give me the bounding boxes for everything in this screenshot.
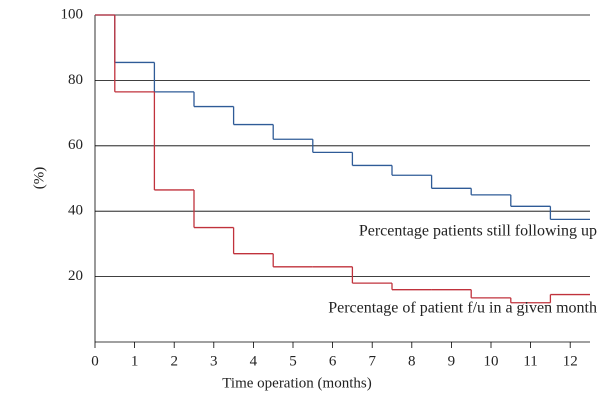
y-tick-label: 80 [68, 72, 83, 88]
x-tick-label: 0 [91, 353, 99, 369]
x-tick-label: 5 [289, 353, 297, 369]
x-tick-label: 10 [484, 353, 499, 369]
x-tick-label: 6 [329, 353, 337, 369]
y-tick-label: 100 [61, 6, 84, 22]
x-tick-label: 2 [170, 353, 178, 369]
x-tick-label: 3 [210, 353, 218, 369]
x-tick-label: 9 [448, 353, 456, 369]
x-axis-title: Time operation (months) [222, 375, 371, 391]
x-tick-label: 8 [408, 353, 416, 369]
x-tick-label: 12 [563, 353, 578, 369]
y-axis-title: (%) [31, 167, 47, 190]
y-tick-label: 20 [68, 268, 83, 284]
y-tick-label: 60 [68, 137, 83, 153]
x-tick-label: 11 [523, 353, 537, 369]
series-label: Percentage patients still following up [359, 223, 597, 240]
y-tick-label: 40 [68, 203, 83, 219]
x-tick-label: 7 [368, 353, 376, 369]
series-label: Percentage of patient f/u in a given mon… [328, 300, 597, 317]
x-tick-label: 4 [250, 353, 258, 369]
x-tick-label: 1 [131, 353, 139, 369]
